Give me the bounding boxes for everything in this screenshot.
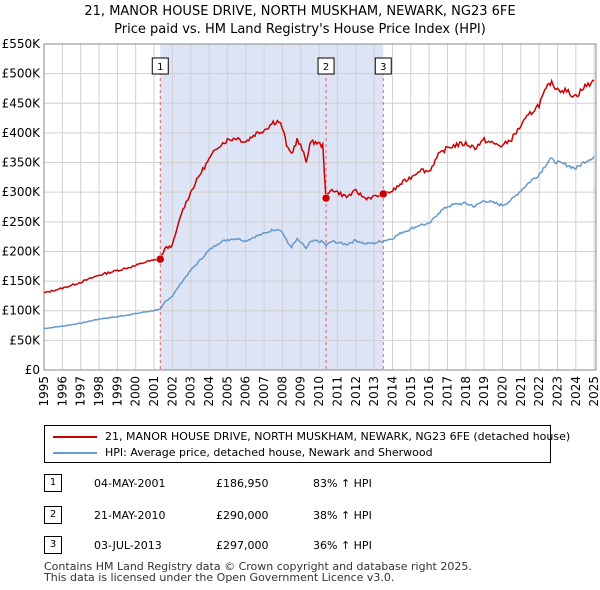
x-tick-label: 2002	[165, 376, 179, 407]
property-price-line	[43, 78, 595, 294]
price-chart: 1 2 3 £0 £50K £100K £150K £200K £250K £300K £350K…	[2, 37, 600, 407]
plot-border	[43, 43, 597, 371]
x-tick-label: 2011	[330, 376, 344, 407]
x-tick-label: 2000	[129, 376, 143, 407]
transaction-date: 03-JUL-2013	[94, 539, 162, 552]
x-tick-label: 2023	[550, 376, 564, 407]
x-tick-label: 1997	[74, 376, 88, 407]
y-tick-label: £300K	[2, 185, 42, 199]
x-tick-label: 2017	[440, 376, 454, 407]
y-tick-label: £150K	[2, 274, 42, 288]
legend-item-property: 21, MANOR HOUSE DRIVE, NORTH MUSKHAM, NE…	[53, 430, 570, 443]
chart-title-address: 21, MANOR HOUSE DRIVE, NORTH MUSKHAM, NE…	[84, 4, 516, 19]
x-tick-label: 2010	[312, 376, 326, 407]
transaction-date: 21-MAY-2010	[94, 509, 166, 522]
sale-number-box	[317, 57, 335, 75]
sale-number-label: 2	[323, 62, 329, 73]
footer-licence: This data is licensed under the Open Gov…	[44, 571, 395, 584]
y-tick-label: £50K	[9, 333, 41, 347]
transaction-hpi-change: 36% ↑ HPI	[313, 539, 372, 552]
x-tick-label: 2008	[275, 376, 289, 407]
x-tick-label: 2014	[385, 376, 399, 407]
legend-label-property: 21, MANOR HOUSE DRIVE, NORTH MUSKHAM, NE…	[105, 430, 571, 443]
y-tick-label: £400K	[2, 126, 42, 140]
y-tick-label: £100K	[2, 304, 42, 318]
footer-copyright: Contains HM Land Registry data © Crown c…	[44, 560, 472, 573]
x-tick-label: 2012	[349, 376, 363, 407]
x-tick-label: 2025	[587, 376, 600, 407]
chart-title-subtitle: Price paid vs. HM Land Registry's House …	[114, 22, 486, 37]
y-tick-label: £250K	[2, 215, 42, 229]
transaction-hpi-change: 83% ↑ HPI	[313, 477, 372, 490]
x-tick-label: 2020	[495, 376, 509, 407]
transaction-hpi-change: 38% ↑ HPI	[313, 509, 372, 522]
x-tick-label: 2019	[477, 376, 491, 407]
transaction-price: £297,000	[216, 539, 269, 552]
x-tick-label: 1996	[55, 376, 69, 407]
y-tick-label: £200K	[2, 244, 42, 258]
x-tick-label: 1999	[110, 376, 124, 407]
x-tick-label: 2015	[404, 376, 418, 407]
transaction-number: 1	[44, 474, 62, 492]
sale-number-box	[151, 57, 169, 75]
ownership-shade	[160, 44, 384, 370]
transaction-price: £186,950	[216, 477, 269, 490]
legend-label-hpi: HPI: Average price, detached house, Newa…	[105, 446, 433, 459]
sale-point	[156, 254, 165, 264]
x-tick-label: 1995	[37, 376, 51, 407]
x-tick-label: 2007	[257, 376, 271, 407]
sale-number-box	[374, 57, 392, 75]
transaction-number: 2	[44, 506, 62, 524]
sale-point	[379, 189, 388, 199]
hpi-line	[43, 156, 595, 330]
x-tick-label: 2001	[147, 376, 161, 407]
y-tick-label: £350K	[2, 156, 42, 170]
x-tick-label: 2022	[532, 376, 546, 407]
x-tick-label: 1998	[92, 376, 106, 407]
x-tick-label: 2003	[184, 376, 198, 407]
x-tick-label: 2006	[239, 376, 253, 407]
chart-legend: 21, MANOR HOUSE DRIVE, NORTH MUSKHAM, NE…	[44, 425, 570, 463]
transaction-date: 04-MAY-2001	[94, 477, 166, 490]
x-tick-label: 2021	[514, 376, 528, 407]
legend-item-hpi: HPI: Average price, detached house, Newa…	[53, 446, 433, 459]
sale-number-label: 3	[380, 62, 386, 73]
x-tick-label: 2004	[202, 376, 216, 407]
y-tick-label: £450K	[2, 96, 42, 110]
x-tick-label: 2016	[422, 376, 436, 407]
transaction-number: 3	[44, 536, 62, 554]
y-tick-label: £0	[25, 363, 40, 377]
x-tick-label: 2024	[569, 376, 583, 407]
legend-swatch-hpi	[53, 452, 97, 454]
x-tick-label: 2009	[294, 376, 308, 407]
sale-point	[321, 193, 331, 203]
y-tick-label: £550K	[2, 37, 42, 51]
transaction-price: £290,000	[216, 509, 269, 522]
x-tick-label: 2013	[367, 376, 381, 407]
sale-number-label: 1	[157, 62, 163, 73]
legend-swatch-property	[53, 436, 97, 438]
x-tick-label: 2018	[459, 376, 473, 407]
x-tick-label: 2005	[220, 376, 234, 407]
y-tick-label: £500K	[2, 67, 42, 81]
